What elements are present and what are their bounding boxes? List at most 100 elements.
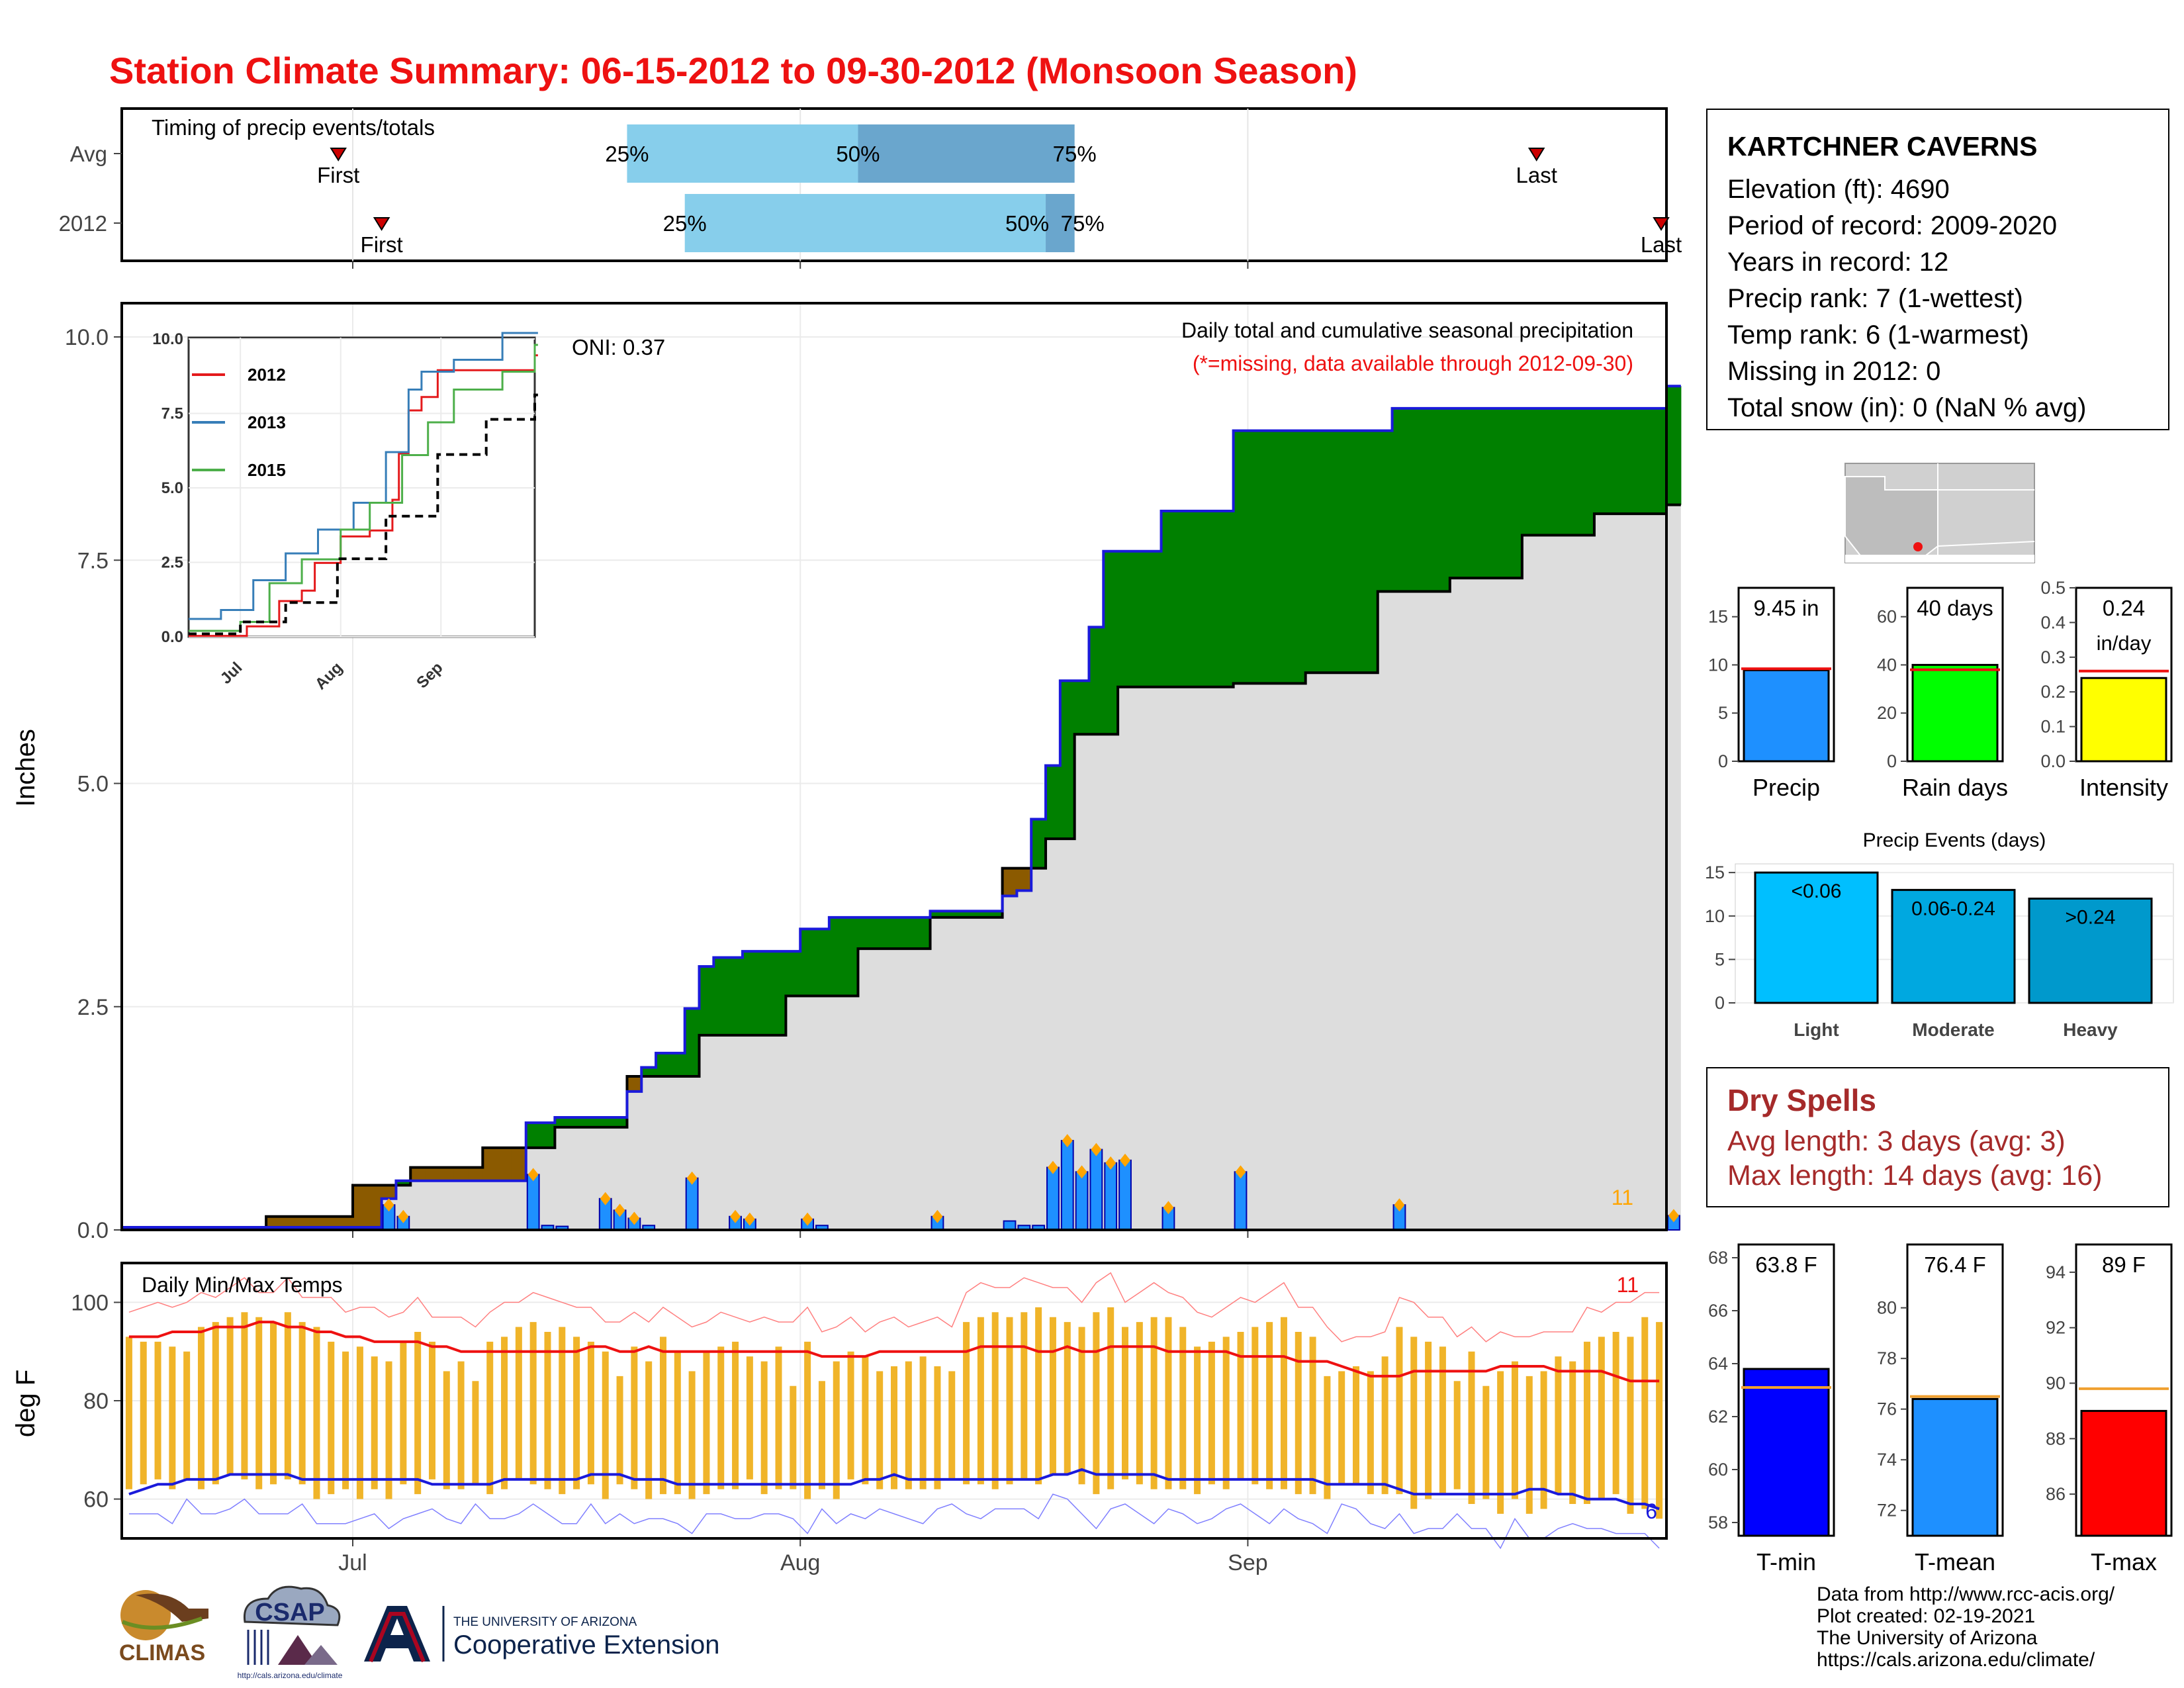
timing-row-label: Avg bbox=[70, 142, 107, 166]
footer-url: https://cals.arizona.edu/climate/ bbox=[1817, 1649, 2095, 1671]
precip-above-average-fill bbox=[1074, 680, 1090, 735]
temp-daily-range-bar bbox=[1165, 1317, 1172, 1489]
precip-above-average-fill bbox=[713, 957, 729, 1035]
tmin-y-tick-label: 60 bbox=[1708, 1460, 1728, 1479]
precip-missing-note: 11 bbox=[1612, 1186, 1633, 1209]
temp-daily-range-bar bbox=[775, 1346, 782, 1489]
precip-above-average-fill bbox=[1190, 511, 1205, 687]
precip-above-average-fill bbox=[1334, 430, 1349, 673]
temp-daily-range-bar bbox=[154, 1341, 161, 1479]
precip-above-average-fill bbox=[612, 1117, 628, 1127]
temp-daily-range-bar bbox=[385, 1361, 392, 1499]
precip-above-average-fill bbox=[525, 1123, 541, 1148]
events-y-tick-label: 10 bbox=[1705, 906, 1725, 926]
events-title: Precip Events (days) bbox=[1863, 829, 2046, 851]
ua-name: THE UNIVERSITY OF ARIZONA bbox=[453, 1615, 637, 1629]
ua-extension-name: Cooperative Extension bbox=[453, 1630, 719, 1660]
events-category-label: Heavy bbox=[2063, 1019, 2118, 1040]
dry-spells-max: Max length: 14 days (avg: 16) bbox=[1727, 1160, 2103, 1192]
daily-precip-marker bbox=[614, 1203, 625, 1217]
temp-daily-range-bar bbox=[977, 1317, 984, 1485]
temp-daily-range-bar bbox=[631, 1346, 638, 1489]
temp-daily-range-bar bbox=[1627, 1336, 1634, 1514]
temp-daily-range-bar bbox=[732, 1341, 739, 1489]
tmean-y-tick-label: 76 bbox=[1877, 1399, 1897, 1419]
precip-below-average-fill bbox=[367, 1185, 383, 1227]
temp-daily-range-bar bbox=[140, 1341, 147, 1485]
inset-series-line bbox=[189, 354, 538, 637]
events-bar bbox=[1891, 888, 2016, 1004]
tmin-y-tick-label: 66 bbox=[1708, 1301, 1728, 1321]
precip-above-average-fill bbox=[1060, 680, 1075, 839]
timing-last-label: Last bbox=[1516, 163, 1557, 187]
temp-daily-range-bar bbox=[1525, 1376, 1533, 1514]
temp-daily-range-bar bbox=[125, 1336, 132, 1489]
precip-above-average-fill bbox=[1637, 408, 1653, 514]
precip-above-average-fill bbox=[1551, 408, 1566, 536]
tmin-category-label: T-min bbox=[1756, 1548, 1816, 1575]
temp-daily-range-bar bbox=[529, 1322, 537, 1485]
intensity-value-label: 0.24 bbox=[2103, 596, 2145, 620]
precip-y-tick-label: 10.0 bbox=[65, 325, 109, 350]
temp-daily-range-bar bbox=[862, 1356, 869, 1485]
precip-above-average-fill bbox=[1377, 430, 1393, 592]
precip-above-average-fill bbox=[670, 1053, 686, 1076]
dry-spells-box: Dry Spells Avg length: 3 days (avg: 3) M… bbox=[1706, 1067, 2169, 1207]
precip-y-tick-label: 5.0 bbox=[77, 772, 109, 797]
precip-caption: Daily total and cumulative seasonal prec… bbox=[1181, 318, 1633, 342]
events-category-label: Light bbox=[1794, 1019, 1839, 1040]
intensity-y-tick-label: 0.3 bbox=[2040, 647, 2066, 667]
temp-daily-range-bar bbox=[1338, 1371, 1345, 1485]
temp-daily-range-bar bbox=[1295, 1332, 1302, 1495]
temp-daily-range-bar bbox=[1150, 1317, 1158, 1489]
timing-p25-label: 25% bbox=[663, 211, 707, 236]
tmin-value-label: 63.8 F bbox=[1755, 1252, 1817, 1277]
timing-p50-label: 50% bbox=[1005, 211, 1049, 236]
climas-logo: CLIMAS bbox=[119, 1590, 208, 1665]
page-title: Station Climate Summary: 06-15-2012 to 0… bbox=[109, 50, 1357, 91]
tmean-bar bbox=[1911, 1397, 1999, 1537]
temp-y-axis-label: deg F bbox=[11, 1370, 40, 1437]
inset-series-line bbox=[189, 393, 538, 635]
precip-below-average-fill bbox=[280, 1216, 296, 1227]
locator-map-arizona bbox=[1844, 476, 1938, 562]
tmean-y-tick-label: 74 bbox=[1877, 1450, 1897, 1470]
precip-above-average-fill bbox=[165, 1227, 180, 1230]
precip-above-average-fill bbox=[1349, 430, 1364, 673]
temp-daily-range-bar bbox=[457, 1361, 465, 1489]
daily-precip-marker bbox=[527, 1168, 539, 1182]
daily-precip-marker bbox=[1120, 1153, 1131, 1167]
precip-average-area bbox=[122, 504, 1681, 1230]
tmean-y-tick-label: 72 bbox=[1877, 1501, 1897, 1521]
precip-above-average-fill bbox=[756, 951, 772, 1035]
oni-annotation: ONI: 0.37 bbox=[572, 335, 665, 359]
temp-daily-range-bar bbox=[1367, 1371, 1374, 1495]
temp-daily-range-bar bbox=[400, 1341, 407, 1485]
temp-daily-range-bar bbox=[226, 1317, 234, 1475]
precip-total-y-tick-label: 0 bbox=[1718, 751, 1728, 771]
temp-daily-range-bar bbox=[1280, 1317, 1287, 1489]
temp-daily-range-bar bbox=[1410, 1336, 1418, 1509]
tmax-bar bbox=[2080, 1409, 2167, 1537]
daily-precip-bar bbox=[526, 1174, 540, 1231]
temp-daily-range-bar bbox=[486, 1341, 494, 1495]
temp-daily-range-bar bbox=[573, 1336, 580, 1489]
precip-below-average-fill bbox=[309, 1216, 324, 1227]
precip-total-y-tick-label: 15 bbox=[1708, 607, 1728, 627]
temp-daily-range-bar bbox=[342, 1351, 349, 1489]
precip-above-average-fill bbox=[656, 1053, 671, 1076]
temp-daily-range-bar bbox=[212, 1322, 219, 1485]
temp-daily-range-bar bbox=[818, 1381, 825, 1489]
temp-panel-frame bbox=[120, 1262, 1668, 1540]
temp-daily-range-bar bbox=[1598, 1336, 1605, 1499]
inset-y-tick-label: 10.0 bbox=[152, 330, 183, 348]
precip-above-average-fill bbox=[1262, 430, 1277, 684]
precip-above-average-fill bbox=[843, 917, 859, 996]
temp-daily-range-bar bbox=[790, 1385, 797, 1489]
precip-below-average-fill bbox=[338, 1216, 353, 1227]
station-years: Years in record: 12 bbox=[1727, 248, 1949, 277]
timing-bar-25-50 bbox=[627, 124, 858, 183]
temp-daily-range-bar bbox=[1468, 1351, 1475, 1504]
ua-extension-logo: THE UNIVERSITY OF ARIZONA Cooperative Ex… bbox=[364, 1606, 719, 1663]
